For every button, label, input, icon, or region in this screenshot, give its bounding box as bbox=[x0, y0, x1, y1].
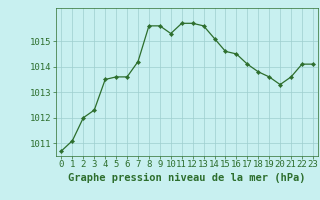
X-axis label: Graphe pression niveau de la mer (hPa): Graphe pression niveau de la mer (hPa) bbox=[68, 173, 306, 183]
